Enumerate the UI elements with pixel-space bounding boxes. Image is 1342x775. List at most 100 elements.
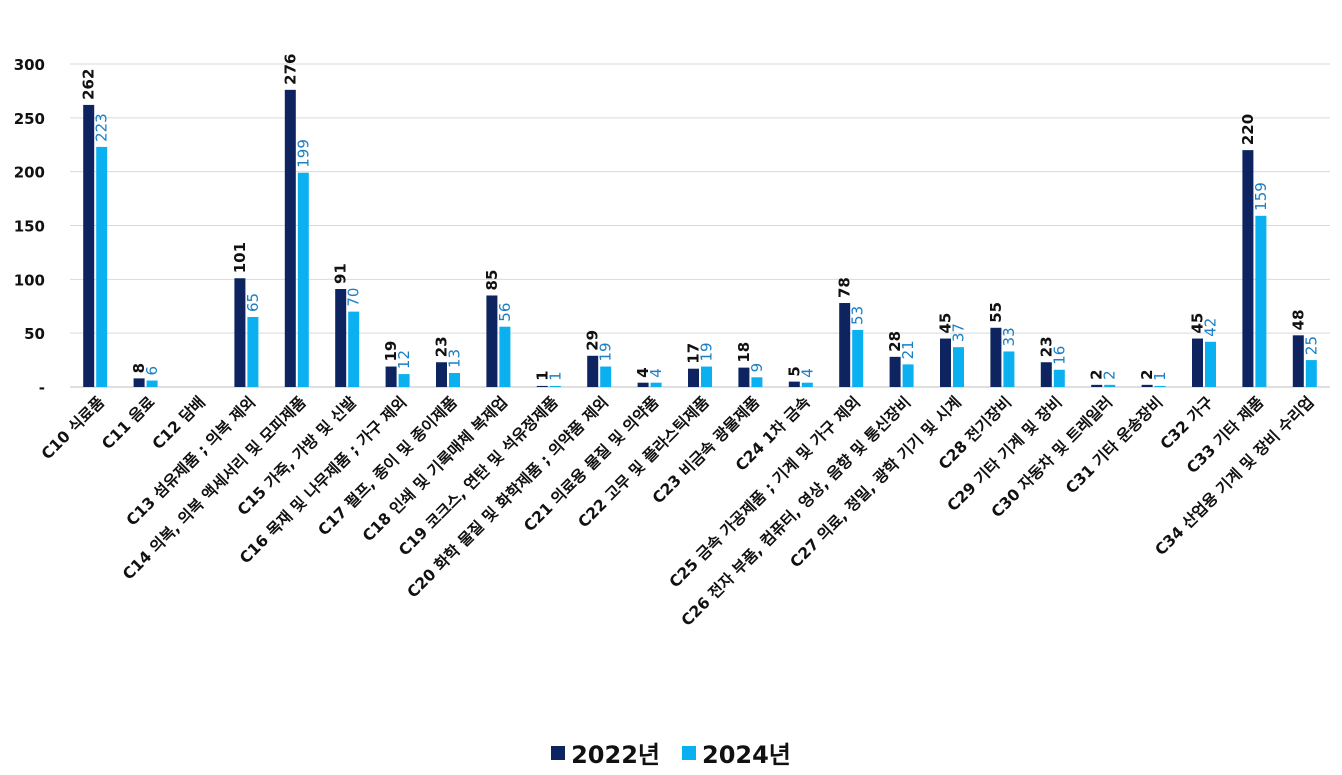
bar-2024 (449, 373, 460, 387)
bar-2022 (1242, 150, 1254, 387)
bar-2024 (146, 380, 158, 387)
bar-2024 (1003, 351, 1015, 387)
bar-2022 (587, 355, 599, 387)
bar-2024 (852, 329, 864, 387)
data-label-2024: 19 (597, 342, 615, 361)
data-label-2022: 276 (281, 54, 299, 85)
data-label-2024: 6 (143, 366, 161, 376)
data-label-2022: 2 (1138, 369, 1156, 379)
data-label-2022: 17 (685, 343, 703, 364)
bar-2024 (600, 366, 612, 387)
bar-2024 (1255, 215, 1267, 387)
data-label-2024: 199 (294, 139, 312, 168)
gridlines (70, 63, 1330, 388)
bar-2022 (839, 303, 851, 387)
data-label-2024: 2 (1101, 370, 1119, 380)
data-label-2024: 33 (1000, 327, 1018, 346)
data-label-2024: 42 (1202, 318, 1220, 337)
bar-2022 (1040, 362, 1052, 387)
data-label-2022: 45 (1189, 313, 1207, 334)
data-label-2024: 13 (446, 349, 464, 368)
bar-2022 (738, 367, 750, 387)
bar-2024 (650, 382, 662, 387)
bar-2022 (990, 327, 1002, 387)
data-label-2022: 5 (785, 366, 803, 376)
y-tick-label: 200 (14, 164, 45, 182)
data-label-2022: 18 (735, 342, 753, 363)
data-label-2022: 45 (937, 313, 955, 334)
bar-2022 (688, 368, 699, 387)
bar-2022 (234, 278, 246, 387)
y-axis-ticks: - 50 100 150 200 250 300 (14, 56, 45, 397)
data-label-2022: 91 (332, 263, 350, 284)
bar-2022 (940, 338, 951, 387)
bar-2024 (1205, 341, 1216, 387)
legend-label-2024: 2024년 (702, 741, 791, 769)
data-label-2022: 19 (382, 341, 400, 362)
data-label-2022: 85 (483, 270, 501, 291)
x-tick-label: C31 기타 운송장비 (1062, 393, 1166, 497)
bar-2022 (335, 289, 347, 387)
bar-2024 (398, 374, 410, 387)
y-tick-label: 300 (14, 56, 45, 74)
y-tick-label: 150 (14, 218, 45, 236)
bar-2024 (1053, 369, 1065, 387)
data-label-2024: 37 (950, 323, 968, 342)
y-tick-label: 250 (14, 110, 45, 128)
data-label-2024: 1 (1151, 371, 1169, 381)
data-label-2024: 159 (1252, 182, 1270, 211)
data-label-2022: 29 (584, 330, 602, 351)
data-label-2022: 23 (1037, 336, 1055, 357)
bar-2022 (385, 366, 397, 387)
bar-2022 (1192, 338, 1203, 387)
legend-swatch-2024 (682, 745, 696, 760)
data-label-2022: 4 (634, 367, 652, 377)
bar-2022 (788, 381, 800, 387)
data-label-2024: 19 (698, 342, 716, 361)
bar-2022 (133, 378, 145, 387)
data-label-2022: 262 (80, 69, 98, 100)
bar-2024 (1305, 360, 1317, 387)
bar-2024 (953, 347, 964, 387)
x-tick-label: C10 식료품 (38, 393, 108, 463)
data-label-2024: 9 (748, 363, 766, 373)
data-label-2024: 223 (93, 113, 111, 142)
bar-2022 (536, 385, 548, 387)
bar-2024 (549, 385, 561, 387)
data-label-2022: 8 (130, 363, 148, 373)
bar-2022 (1091, 384, 1103, 387)
bar-2024 (1154, 385, 1166, 387)
data-label-2022: 1 (533, 370, 551, 380)
data-label-2024: 1 (546, 371, 564, 381)
bar-2024 (297, 172, 309, 387)
data-label-2022: 55 (987, 302, 1005, 323)
bar-2022 (284, 89, 296, 387)
data-label-2024: 16 (1050, 346, 1068, 365)
data-label-2024: 25 (1302, 336, 1320, 355)
data-label-2024: 4 (798, 368, 816, 378)
legend: 2022년 2024년 (0, 735, 1342, 770)
y-tick-label: - (39, 379, 45, 397)
bar-2024 (96, 146, 108, 387)
data-label-2024: 65 (244, 293, 262, 312)
y-tick-label: 50 (24, 325, 45, 343)
data-label-2022: 78 (836, 277, 854, 298)
data-label-2024: 56 (496, 303, 514, 322)
data-label-2022: 28 (886, 331, 904, 352)
bar-2024 (801, 382, 813, 387)
legend-item-2024: 2024년 (682, 735, 791, 770)
data-label-2022: 48 (1289, 309, 1307, 330)
bar-2022 (889, 356, 901, 387)
bar-2024 (247, 317, 259, 387)
legend-label-2022: 2022년 (571, 741, 660, 769)
x-tick-label: C14 의복, 의복 액세서리 및 모피제품 (119, 392, 310, 583)
data-label-2022: 220 (1239, 114, 1257, 145)
data-label-2024: 12 (395, 350, 413, 369)
bar-2024 (499, 326, 511, 387)
bar-2022 (486, 295, 498, 387)
data-label-2024: 21 (899, 340, 917, 359)
legend-swatch-2022 (551, 745, 566, 760)
data-labels: 2622238610165276199917019122313855611291… (80, 54, 1321, 381)
